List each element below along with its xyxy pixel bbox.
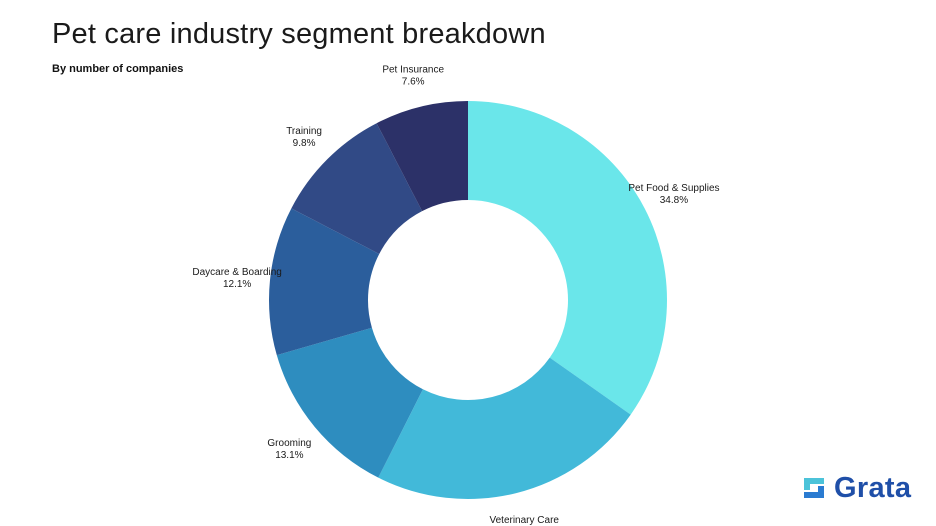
slice-label: Pet Insurance 7.6%	[382, 65, 444, 88]
slice-label: Daycare & Boarding 12.1%	[192, 267, 282, 290]
slice-label: Veterinary Care22.7%	[489, 515, 559, 526]
chart-title: Pet care industry segment breakdown	[52, 18, 546, 50]
slice-label: Grooming 13.1%	[267, 438, 311, 461]
slice-pet-insurance	[376, 101, 468, 212]
slice-pet-food-supplies	[468, 101, 667, 415]
slice-label: Training 9.8%	[286, 126, 322, 149]
brand-logo: Grata	[800, 470, 911, 506]
slice-training	[291, 123, 423, 254]
slice-daycare-boarding	[269, 208, 380, 356]
slice-veterinary-care	[378, 357, 631, 500]
slice-label: Pet Food & Supplies 34.8%	[628, 183, 719, 206]
grata-logo-icon	[804, 478, 824, 498]
slice-grooming	[276, 327, 423, 478]
chart-subtitle: By number of companies	[52, 63, 184, 75]
brand-name: Grata	[834, 471, 912, 504]
